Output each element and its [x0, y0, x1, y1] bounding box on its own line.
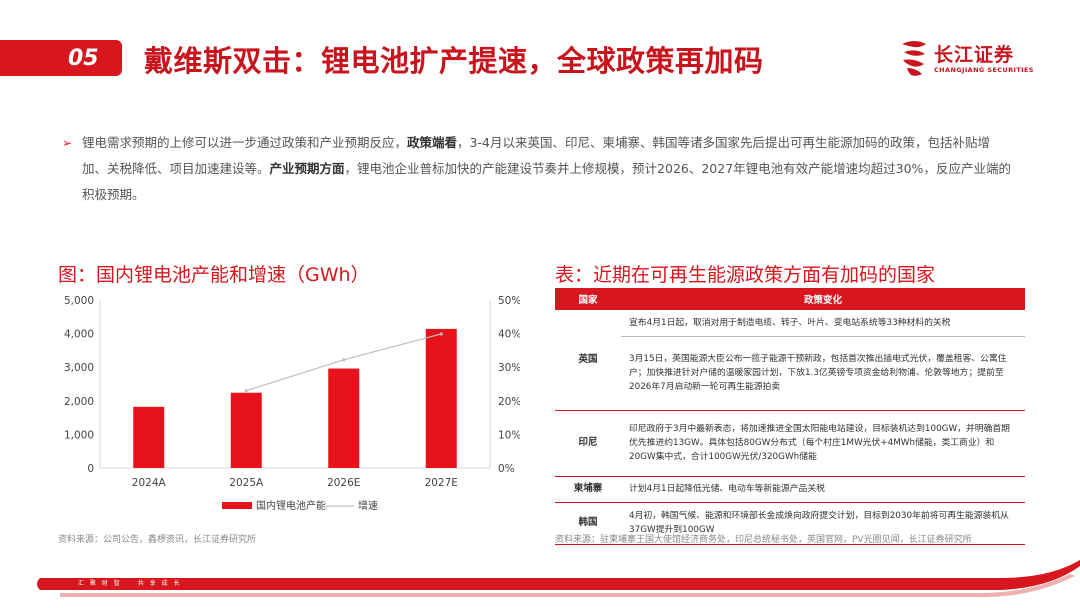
- bar-2024A: [133, 406, 165, 468]
- table-row: 柬埔寨 计划4月1日起降低光储、电动车等新能源产品关税: [555, 476, 1025, 503]
- table-row: 英国 宣布4月1日起，取消对用于制造电缆、转子、叶片、变电站系统等33种材料的关…: [555, 310, 1025, 411]
- footer-swoosh: [37, 560, 1080, 598]
- country-uk: 英国: [555, 310, 621, 411]
- growth-point: [439, 332, 443, 336]
- policy-kh: 计划4月1日起降低光储、电动车等新能源产品关税: [621, 476, 1025, 503]
- y-tick-label: 1,000: [64, 429, 94, 441]
- intro-text-3: ，锂电池企业普标加快的产能建设节奏并上修规模，预计2026、2027年锂电池有效…: [82, 161, 1011, 202]
- y-tick-label: 0: [87, 463, 94, 475]
- policy-uk-2: 3月15日，英国能源大臣公布一揽子能源干预新政，包括首次推出插电式光伏，覆盖租客…: [621, 336, 1025, 411]
- chart-source: 资料来源：公司公告，鑫椤资讯，长江证券研究所: [58, 535, 257, 545]
- table-row: 韩国 4月初，韩国气候、能源和环境部长金成焕向政府提交计划，目标到2030年前将…: [555, 502, 1025, 545]
- table-title: 表：近期在可再生能源政策方面有加码的国家: [555, 264, 936, 286]
- policy-id: 印尼政府于3月中最新表态，将加速推进全国太阳能电站建设，目标装机达到100GW，…: [621, 410, 1025, 477]
- growth-point: [244, 389, 248, 393]
- table-source: 资料来源：驻柬埔寨王国大使馆经济商务处，印尼总统秘书处，英国官网，PV光圈见闻，…: [555, 535, 972, 545]
- intro-text-2: ，3-4月以来英国、印尼、柬埔寨、韩国等诸多国家先后提出可再生能源加码的政策，包…: [82, 135, 990, 176]
- table-header-row: 国家 政策变化: [555, 288, 1025, 310]
- logo-text-en: CHANGJIANG SECURITIES: [934, 66, 1034, 74]
- y-tick-label: 5,000: [64, 295, 94, 307]
- growth-point: [342, 358, 346, 362]
- x-tick-label: 2025A: [229, 477, 264, 489]
- y2-tick-label: 10%: [498, 429, 520, 441]
- country-kh: 柬埔寨: [555, 476, 621, 503]
- bar-2027E: [425, 328, 457, 468]
- legend-bar-swatch: [222, 502, 252, 509]
- country-id: 印尼: [555, 410, 621, 477]
- bar-2025A: [230, 392, 262, 468]
- policy-uk-1: 宣布4月1日起，取消对用于制造电缆、转子、叶片、变电站系统等33种材料的关税: [621, 310, 1025, 337]
- logo-text-cn: 长江证券: [934, 44, 1015, 66]
- policy-kr: 4月初，韩国气候、能源和环境部长金成焕向政府提交计划，目标到2030年前将可再生…: [621, 502, 1025, 545]
- x-tick-label: 2027E: [425, 477, 458, 489]
- page-title: 戴维斯双击：锂电池扩产提速，全球政策再加码: [144, 44, 764, 78]
- bullet-arrow-icon: ➢: [62, 136, 73, 150]
- y-tick-label: 4,000: [64, 329, 94, 341]
- intro-paragraph: 锂电需求预期的上修可以进一步通过政策和产业预期反应，政策端看，3-4月以来英国、…: [82, 130, 1012, 208]
- company-logo: 长江证券 CHANGJIANG SECURITIES: [898, 38, 1033, 82]
- bar-2026E: [328, 368, 360, 468]
- y2-tick-label: 50%: [498, 295, 520, 307]
- header-policy: 政策变化: [621, 288, 1025, 310]
- header-number-bar: [0, 40, 122, 76]
- intro-bold-2: 产业预期方面: [269, 161, 345, 176]
- y2-tick-label: 20%: [498, 396, 520, 408]
- intro-bold-1: 政策端看: [407, 135, 458, 150]
- y-tick-label: 2,000: [64, 396, 94, 408]
- chart-title: 图：国内锂电池产能和增速（GWh）: [58, 264, 370, 286]
- table-row: 印尼 印尼政府于3月中最新表态，将加速推进全国太阳能电站建设，目标装机达到100…: [555, 410, 1025, 477]
- footer-slogan: 汇 聚 财 智 共 享 成 长: [78, 580, 182, 587]
- legend-bar-label: 国内锂电池产能: [256, 499, 326, 512]
- logo-mark-icon: [902, 41, 926, 76]
- section-number: 05: [68, 46, 99, 71]
- capacity-chart: 5,000 4,000 3,000 2,000 1,000 0 50% 40% 30% 20% 10…: [64, 295, 520, 512]
- table-row: 3月15日，英国能源大臣公布一揽子能源干预新政，包括首次推出插电式光伏，覆盖租客…: [555, 336, 1025, 411]
- y2-tick-label: 30%: [498, 362, 520, 374]
- y2-tick-label: 0%: [498, 463, 515, 475]
- policy-table: 国家 政策变化 英国 宣布4月1日起，取消对用于制造电缆、转子、叶片、变电站系统…: [555, 288, 1025, 545]
- x-tick-label: 2024A: [132, 477, 167, 489]
- legend-line-label: 增速: [358, 499, 378, 512]
- intro-text-1: 锂电需求预期的上修可以进一步通过政策和产业预期反应，: [82, 135, 408, 150]
- x-tick-label: 2026E: [327, 477, 360, 489]
- y2-tick-label: 40%: [498, 329, 520, 341]
- header-country: 国家: [555, 288, 621, 310]
- country-kr: 韩国: [555, 502, 621, 545]
- y-tick-label: 3,000: [64, 362, 94, 374]
